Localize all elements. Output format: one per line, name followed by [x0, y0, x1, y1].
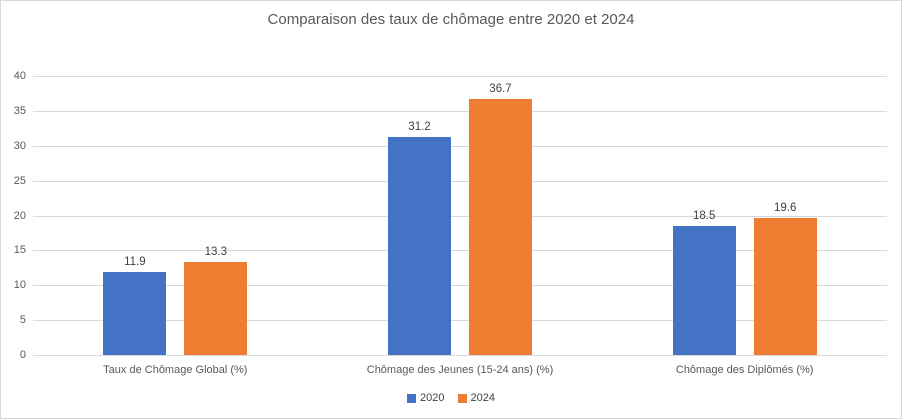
x-category-label-1: Taux de Chômage Global (%) — [103, 364, 248, 376]
legend-item-2020: 2020 — [407, 392, 445, 404]
data-label-2020-category-1: 11.9 — [124, 256, 146, 268]
gridline-40 — [33, 76, 887, 77]
data-label-2020-category-3: 18.5 — [692, 209, 716, 222]
gridline-20 — [33, 215, 887, 217]
legend-item-2024: 2024 — [457, 392, 495, 404]
bar-2020-category-2 — [388, 137, 451, 355]
y-tick-label-20: 20 — [13, 209, 26, 222]
gridline-35 — [33, 110, 887, 112]
x-category-label-3: Chômage des Diplômés (%) — [675, 364, 814, 376]
bar-2024-category-3 — [753, 218, 817, 355]
legend-label-2020: 2020 — [420, 392, 445, 404]
gridline-25 — [33, 180, 887, 182]
y-tick-label-25: 25 — [13, 174, 26, 187]
gridline-10 — [33, 285, 887, 287]
y-tick-label-10: 10 — [13, 279, 26, 292]
y-tick-label-0: 0 — [19, 349, 26, 361]
legend-swatch-2020 — [407, 393, 417, 403]
x-category-label-2: Chômage des Jeunes (15-24 ans) (%) — [366, 364, 554, 376]
y-tick-label-35: 35 — [13, 104, 26, 117]
chart-title: Comparaison des taux de chômage entre 20… — [267, 11, 635, 28]
gridline-0 — [33, 355, 887, 356]
bar-2024-category-1 — [184, 262, 248, 355]
gridline-5 — [33, 320, 887, 322]
legend: 2020 2024 — [1, 392, 901, 404]
data-label-2024-category-1: 13.3 — [204, 246, 228, 259]
data-label-2024-category-2: 36.7 — [489, 83, 512, 96]
data-label-2024-category-3: 19.6 — [773, 202, 797, 215]
data-label-2020-category-2: 31.2 — [408, 121, 431, 134]
y-tick-label-40: 40 — [13, 70, 26, 82]
plot-area: 11.9 13.3 31.2 36.7 18.5 19.6 — [33, 76, 887, 356]
bar-2024-category-2 — [469, 99, 532, 355]
bar-2020-category-3 — [672, 225, 736, 355]
gridline-15 — [33, 250, 887, 252]
bar-2020-category-1 — [103, 272, 167, 355]
legend-label-2024: 2024 — [470, 392, 495, 404]
legend-swatch-2024 — [457, 393, 467, 403]
y-tick-label-15: 15 — [13, 244, 26, 257]
y-tick-label-30: 30 — [13, 139, 26, 152]
y-tick-label-5: 5 — [19, 314, 26, 327]
gridline-30 — [33, 145, 887, 147]
